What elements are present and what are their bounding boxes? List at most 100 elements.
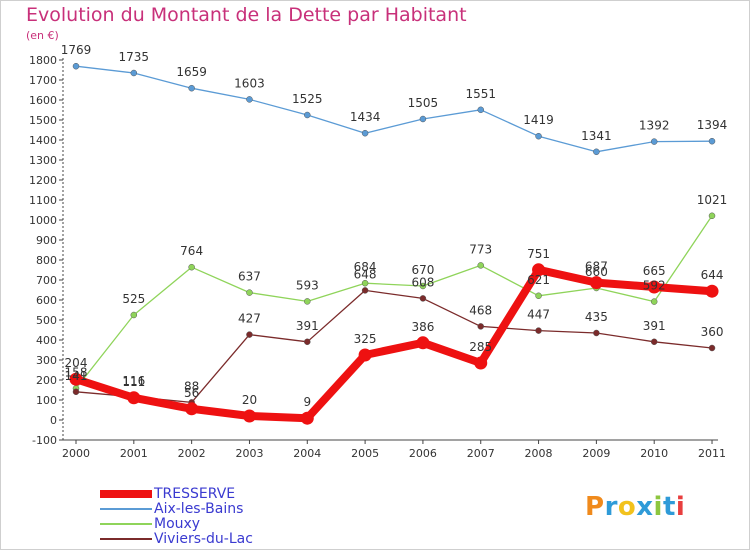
data-point-aix-les-bains (593, 148, 600, 156)
data-point-tresserve (300, 411, 314, 425)
data-point-tresserve (705, 284, 719, 298)
chart-title: Evolution du Montant de la Dette par Hab… (26, 4, 467, 26)
data-label-aix-les-bains: 1434 (350, 110, 381, 124)
legend-swatch-viviers (100, 537, 152, 540)
data-label-viviers-du-lac: 608 (411, 275, 434, 289)
data-label-viviers-du-lac: 141 (65, 369, 88, 383)
x-tick-label: 2010 (640, 447, 668, 460)
data-point-tresserve (127, 391, 141, 405)
data-point-aix-les-bains (246, 96, 253, 103)
legend-item-tresserve: TRESSERVE (100, 485, 253, 502)
data-label-viviers-du-lac: 116 (122, 374, 145, 388)
data-point-viviers-du-lac (593, 329, 600, 337)
logo-letter: P (585, 492, 605, 522)
x-tick-label: 2009 (582, 447, 610, 460)
data-label-tresserve: 325 (354, 332, 377, 346)
data-label-aix-les-bains: 1419 (523, 113, 554, 127)
data-label-mouxy: 764 (180, 244, 203, 258)
data-label-mouxy: 592 (643, 279, 666, 293)
data-label-aix-les-bains: 1659 (176, 65, 207, 79)
y-tick-label: 100 (36, 394, 57, 407)
data-point-viviers-du-lac (304, 338, 311, 346)
data-label-viviers-du-lac: 360 (701, 325, 724, 339)
data-label-aix-les-bains: 1603 (234, 76, 265, 90)
data-label-mouxy: 773 (469, 242, 492, 256)
data-label-tresserve: 386 (411, 320, 434, 334)
proxiti-logo: Proxiti (585, 492, 685, 522)
data-label-aix-les-bains: 1341 (581, 129, 612, 143)
y-tick-label: 200 (36, 374, 57, 387)
data-point-tresserve (532, 263, 546, 277)
series-line-tresserve (72, 265, 716, 423)
data-point-tresserve (589, 276, 603, 290)
x-tick-label: 2007 (467, 447, 495, 460)
y-tick-label: 600 (36, 294, 57, 307)
data-label-aix-les-bains: 1551 (465, 87, 496, 101)
y-tick-label: 300 (36, 354, 57, 367)
data-label-viviers-du-lac: 427 (238, 312, 261, 326)
data-point-aix-les-bains (188, 84, 195, 92)
data-point-aix-les-bains (304, 111, 311, 119)
data-point-tresserve (358, 348, 372, 362)
x-tick-label: 2004 (293, 447, 321, 460)
data-label-tresserve: 644 (701, 268, 724, 282)
y-tick-label: 1400 (29, 134, 57, 147)
data-label-mouxy: 621 (527, 273, 550, 287)
data-label-aix-les-bains: 1769 (61, 43, 92, 57)
data-point-mouxy (535, 292, 542, 300)
data-point-aix-les-bains (708, 137, 716, 145)
data-label-viviers-du-lac: 435 (585, 310, 608, 324)
data-label-tresserve: 285 (469, 340, 492, 354)
legend-label-viviers: Viviers-du-Lac (154, 530, 253, 547)
data-point-aix-les-bains (650, 138, 658, 145)
data-label-tresserve: 204 (65, 356, 88, 370)
data-label-viviers-du-lac: 648 (354, 267, 377, 281)
y-tick-label: -100 (32, 434, 57, 447)
data-point-tresserve (647, 280, 661, 294)
legend-swatch-tresserve (100, 489, 152, 498)
data-point-viviers-du-lac (650, 338, 658, 346)
legend: TRESSERVE Aix-les-Bains Mouxy Viviers-du… (100, 485, 253, 547)
data-label-mouxy: 670 (411, 263, 434, 277)
data-label-mouxy: 637 (238, 270, 261, 284)
series-line-viviers-du-lac (75, 289, 713, 404)
logo-letter: x (636, 492, 654, 522)
data-point-aix-les-bains (419, 115, 427, 123)
chart-subtitle: (en €) (26, 29, 59, 42)
data-label-viviers-du-lac: 468 (469, 303, 492, 317)
data-label-aix-les-bains: 1735 (119, 50, 150, 64)
data-point-aix-les-bains (72, 62, 80, 70)
data-point-viviers-du-lac (708, 344, 716, 352)
legend-swatch-aix (100, 507, 152, 510)
data-label-viviers-du-lac: 391 (643, 319, 666, 333)
data-label-tresserve: 9 (303, 395, 311, 409)
data-point-mouxy (188, 263, 195, 271)
x-tick-label: 2003 (235, 447, 263, 460)
data-point-tresserve (185, 402, 199, 416)
logo-letter: r (604, 492, 618, 522)
data-label-tresserve: 20 (242, 393, 257, 407)
legend-swatch-mouxy (100, 522, 152, 525)
data-label-aix-les-bains: 1392 (639, 119, 670, 133)
data-label-tresserve: 665 (643, 264, 666, 278)
legend-item-aix: Aix-les-Bains (100, 501, 253, 517)
y-tick-label: 1500 (29, 114, 57, 127)
y-tick-label: 1000 (29, 214, 57, 227)
data-point-mouxy (708, 212, 716, 220)
legend-label-tresserve: TRESSERVE (154, 485, 236, 502)
data-point-aix-les-bains (361, 129, 369, 137)
x-tick-label: 2008 (525, 447, 553, 460)
data-point-viviers-du-lac (419, 295, 427, 302)
x-tick-label: 2002 (178, 447, 206, 460)
x-tick-label: 2011 (698, 447, 726, 460)
data-label-viviers-du-lac: 391 (296, 319, 319, 333)
data-point-viviers-du-lac (361, 287, 369, 294)
data-point-viviers-du-lac (535, 327, 542, 334)
data-label-mouxy: 1021 (697, 193, 728, 207)
legend-item-viviers: Viviers-du-Lac (100, 530, 253, 547)
data-label-aix-les-bains: 1525 (292, 92, 323, 106)
data-point-tresserve (474, 356, 488, 370)
data-point-mouxy (246, 289, 253, 296)
data-label-mouxy: 660 (585, 265, 608, 279)
